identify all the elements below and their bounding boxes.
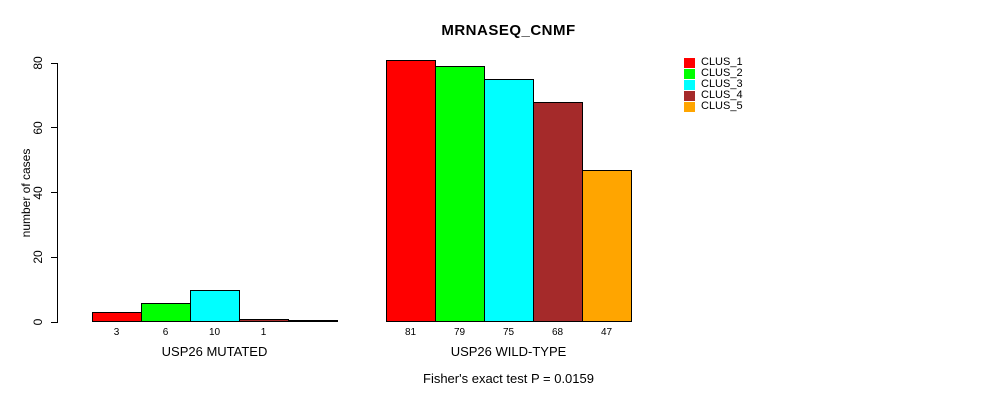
y-tick-label-text: 20: [31, 250, 45, 264]
bar-value-label: 68: [551, 327, 564, 338]
bar-clus_1-group1: [92, 312, 142, 322]
group-label-2: USP26 WILD-TYPE: [450, 344, 567, 359]
group-label-1: USP26 MUTATED: [161, 344, 268, 359]
legend-label: CLUS_1: [701, 56, 743, 68]
y-tick-label-text: 60: [31, 121, 45, 135]
legend-item-clus_5: CLUS_5: [684, 101, 743, 112]
legend-label: CLUS_3: [701, 78, 743, 90]
bar-value-label: 6: [162, 327, 169, 338]
legend-item-clus_1: CLUS_1: [684, 57, 743, 68]
bar-clus_4-group2: [533, 102, 583, 322]
legend: CLUS_1 CLUS_2 CLUS_3 CLUS_4 CLUS_5: [684, 57, 743, 112]
y-tick-label-text: 80: [31, 56, 45, 70]
bar-clus_3-group1: [190, 290, 240, 322]
bar-clus_3-group2: [484, 79, 534, 322]
legend-item-clus_4: CLUS_4: [684, 90, 743, 101]
legend-item-clus_3: CLUS_3: [684, 79, 743, 90]
y-tick-40: [51, 192, 57, 193]
y-tick-20: [51, 256, 57, 258]
legend-label: CLUS_4: [701, 89, 743, 101]
bar-clus_5-group2: [582, 170, 632, 322]
fisher-test-annotation: Fisher's exact test P = 0.0159: [423, 371, 594, 386]
legend-swatch-icon: [684, 90, 695, 101]
bar-value-label: 47: [600, 327, 613, 338]
bar-value-label: 10: [208, 327, 221, 338]
legend-swatch-icon: [684, 57, 695, 68]
y-tick-60: [51, 127, 57, 129]
bar-clus_2-group1: [141, 303, 191, 322]
y-tick-label-text: 40: [31, 185, 45, 200]
chart-title: MRNASEQ_CNMF: [441, 22, 576, 39]
y-tick-80: [51, 62, 57, 64]
legend-swatch-icon: [684, 79, 695, 90]
legend-swatch-icon: [684, 68, 695, 79]
legend-label: CLUS_5: [701, 100, 743, 112]
bar-clus_4-group1: [239, 319, 289, 322]
bar-value-label: 1: [260, 327, 267, 338]
y-axis-line: [57, 63, 58, 323]
y-tick-label-text: 0: [31, 318, 45, 326]
legend-swatch-icon: [684, 101, 695, 112]
legend-label: CLUS_2: [701, 67, 743, 79]
bar-value-label: 3: [113, 327, 120, 338]
bar-clus_1-group2: [386, 60, 436, 322]
bar-value-label: 79: [453, 327, 466, 338]
bar-clus_5-group1: [288, 320, 338, 322]
bar-value-label: 81: [404, 327, 417, 338]
y-tick-0: [51, 321, 57, 323]
legend-item-clus_2: CLUS_2: [684, 68, 743, 79]
bar-value-label: 75: [502, 327, 515, 338]
bar-clus_2-group2: [435, 66, 485, 322]
